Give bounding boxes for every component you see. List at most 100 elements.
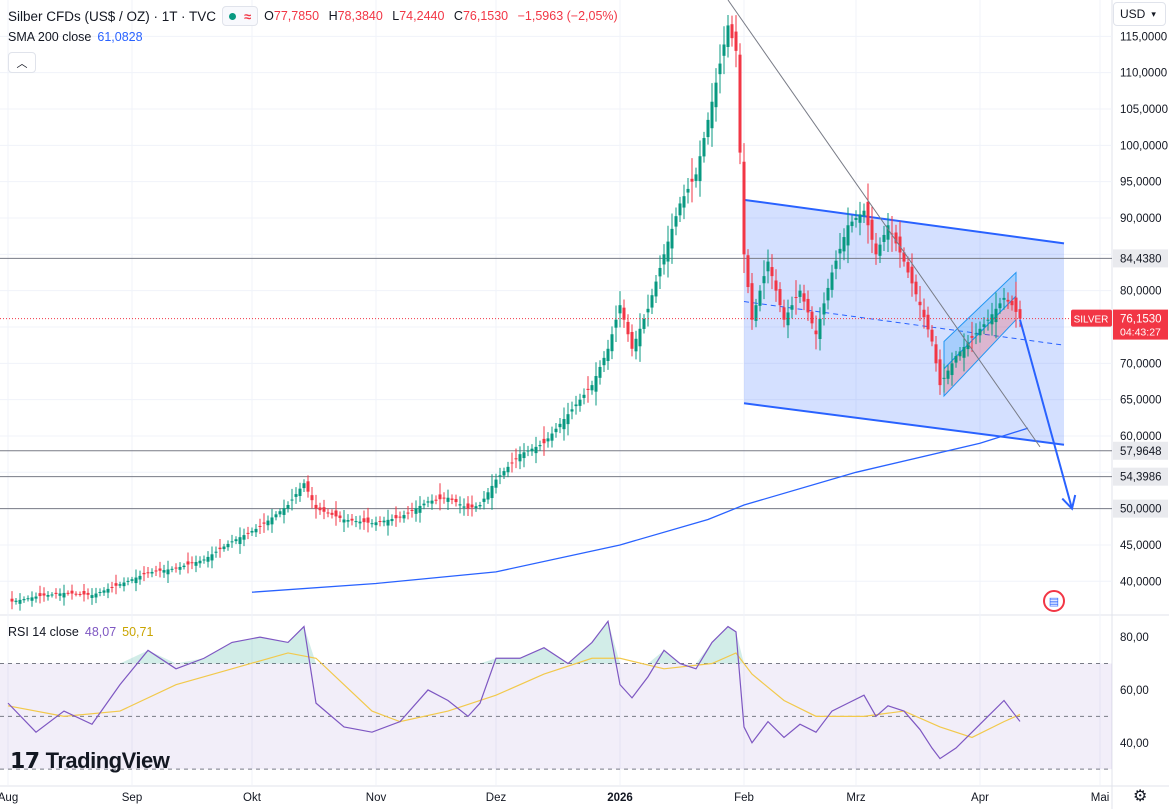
rsi-overbought-fill [592,621,608,664]
sma-legend[interactable]: SMA 200 close 61,0828 [8,30,143,44]
candle-body [794,297,798,299]
candle-body [990,314,994,325]
candle-body [810,311,814,324]
candle-body [858,214,862,223]
y-tick-label: 100,0000 [1120,140,1168,152]
candle-body [1018,309,1022,319]
candle-body [986,319,990,321]
candle-body [246,532,250,534]
candle-body [834,260,838,269]
candle-body [310,495,314,501]
y-tick-label: 105,0000 [1120,104,1168,116]
candle-body [798,290,802,297]
candle-body [306,481,310,492]
candle-body [186,561,190,565]
candle-body [378,521,382,523]
candle-body [130,579,134,581]
collapse-legend-button[interactable]: ︿ [8,52,36,73]
status-pill[interactable]: ≈ [222,6,259,26]
us-flag-icon[interactable]: ▤ [1043,590,1065,612]
rsi-overbought-fill [148,650,176,664]
candle-body [770,267,774,277]
candle-body [490,485,494,499]
candle-body [754,305,758,321]
candle-body [334,510,338,517]
currency-selector[interactable]: USD ▾ [1113,2,1166,26]
candle-body [70,590,74,594]
candle-body [738,54,742,153]
candle-body [194,561,198,566]
ohlc-values: O77,7850 H78,3840 L74,2440 C76,1530 −1,5… [264,9,618,23]
candle-body [966,342,970,350]
candle-body [854,217,858,220]
candle-body [134,577,138,584]
gear-icon[interactable]: ⚙ [1133,788,1148,805]
candle-body [914,281,918,295]
candle-body [534,446,538,454]
candle-body [202,559,206,561]
candle-body [826,287,830,301]
rsi-legend[interactable]: RSI 14 close 48,07 50,71 [8,625,153,639]
candle-body [658,267,662,277]
candle-body [802,293,806,302]
candle-body [546,438,550,442]
rsi-value: 48,07 [84,625,117,639]
candle-body [446,497,450,502]
candle-body [698,156,702,182]
candle-body [110,586,114,588]
rsi-tick-label: 40,00 [1120,738,1149,750]
y-tick-label: 115,0000 [1120,31,1167,43]
candle-body [114,583,118,586]
candle-body [906,262,910,273]
candle-body [450,498,454,500]
y-tick-label: 90,0000 [1120,213,1162,225]
y-tick-label: 60,0000 [1120,431,1162,443]
candle-body [930,329,934,342]
candle-body [734,31,738,51]
x-tick-label: Feb [734,792,754,804]
candle-body [74,593,78,595]
symbol-title[interactable]: Silber CFDs (US$ / OZ) · 1T · TVC [8,8,217,24]
candle-body [466,503,470,509]
candle-body [170,568,174,570]
candle-body [538,445,542,447]
price-tag-bg [1113,309,1168,340]
candle-body [702,138,706,157]
level-label: 50,0000 [1120,504,1162,516]
candle-body [654,281,658,297]
candle-body [690,178,694,182]
candle-body [22,599,26,601]
candle-body [438,494,442,500]
candle-body [790,305,794,310]
candle-body [574,404,578,407]
rsi-line [7,619,1021,760]
candle-body [910,266,914,284]
channel-lower-line [743,402,1065,446]
sma-label: SMA 200 close [8,30,92,44]
candle-body [806,298,810,313]
candle-body [314,504,318,509]
candle-body [686,188,690,193]
x-tick-label: Aug [0,792,18,804]
candle-body [886,225,890,240]
candle-body [766,261,770,272]
rsi-overbought-fill [288,626,304,664]
candle-body [78,594,82,596]
candle-body [382,520,386,523]
candle-body [846,225,850,246]
rsi-overbought-fill [712,626,728,664]
candle-body [162,570,166,573]
candle-body [402,515,406,519]
candle-body [94,593,98,598]
candle-body [442,497,446,499]
candle-body [982,324,986,327]
candle-body [86,592,90,595]
candle-body [626,321,630,335]
candle-body [590,385,594,391]
candle-body [718,63,722,75]
candle-body [302,483,306,489]
candle-body [554,428,558,433]
candle-body [474,506,478,509]
candle-body [38,593,42,597]
